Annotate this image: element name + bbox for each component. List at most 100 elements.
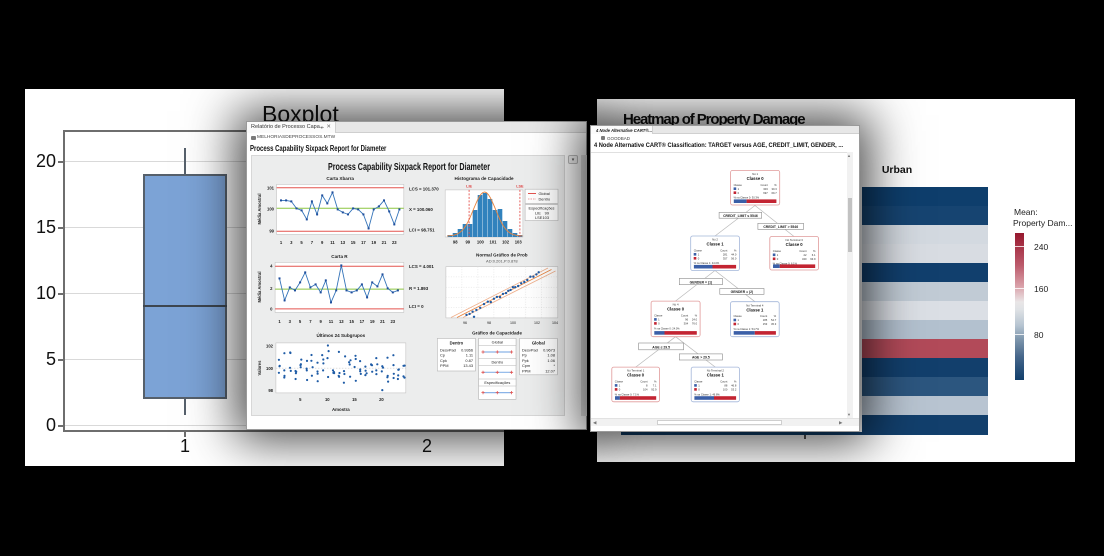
svg-text:3: 3 [290,240,293,245]
svg-text:17: 17 [360,319,365,324]
svg-text:Global: Global [532,340,545,345]
svg-text:357: 357 [723,256,728,260]
svg-text:102: 102 [266,344,274,349]
svg-text:24.0: 24.0 [692,318,698,322]
svg-text:LCS = 4.001: LCS = 4.001 [409,264,434,269]
svg-text:Especificações: Especificações [529,206,555,211]
svg-text:Nó Terminal 4: Nó Terminal 4 [746,303,764,307]
svg-text:AGE > 29.5: AGE > 29.5 [692,356,710,360]
svg-text:Count: Count [799,249,806,253]
svg-text:AGE ≤ 29.5: AGE ≤ 29.5 [652,345,670,349]
svg-text:697: 697 [763,191,768,195]
svg-text:10: 10 [325,397,330,402]
svg-text:1: 1 [658,318,660,322]
svg-text:98: 98 [487,321,491,325]
svg-text:%: % [654,380,657,384]
svg-text:0: 0 [270,307,273,312]
svg-text:1.08: 1.08 [547,353,555,358]
svg-text:54.7: 54.7 [771,318,777,322]
svg-text:6.1: 6.1 [812,253,816,257]
svg-text:Ppk: Ppk [522,358,529,363]
svg-text:1: 1 [619,384,621,388]
svg-text:153: 153 [763,322,768,326]
svg-text:99: 99 [465,240,470,245]
svg-text:2: 2 [270,286,273,291]
svg-text:Dentro: Dentro [450,340,464,345]
svg-text:Nó Terminal 1: Nó Terminal 1 [627,369,645,373]
svg-text:%: % [774,314,777,318]
svg-text:Nó 2: Nó 2 [712,238,718,242]
svg-text:LIE: LIE [535,211,541,216]
svg-text:19: 19 [371,240,376,245]
svg-text:104: 104 [643,388,648,392]
svg-text:Classe: Classe [694,380,703,384]
svg-text:Count: Count [681,314,688,318]
svg-text:DesvPad: DesvPad [522,348,538,353]
svg-text:Global: Global [492,339,503,344]
svg-text:Dentro: Dentro [539,197,551,202]
svg-text:96: 96 [463,321,467,325]
svg-text:LSE: LSE [535,215,543,220]
svg-text:22: 22 [804,253,807,257]
svg-text:98: 98 [268,388,273,393]
svg-text:Nó 1: Nó 1 [752,172,758,176]
svg-text:Últimos 24 Subgrupos: Últimos 24 Subgrupos [316,332,365,338]
svg-text:GENDER = (2): GENDER = (2) [731,290,754,294]
svg-text:Classe: Classe [734,314,743,318]
svg-text:303: 303 [763,187,768,191]
svg-text:101: 101 [267,186,275,191]
svg-text:76.0: 76.0 [692,322,698,326]
svg-text:*: * [553,363,555,368]
svg-text:46.8: 46.8 [731,384,737,388]
svg-text:1.11: 1.11 [466,353,473,358]
svg-text:Classe: Classe [615,380,624,384]
svg-text:% na Classe 1: 46.8%: % na Classe 1: 46.8% [694,392,720,396]
svg-text:%: % [734,380,737,384]
svg-text:281: 281 [723,252,728,256]
svg-text:17: 17 [361,240,366,245]
svg-text:100: 100 [510,321,516,325]
svg-text:%: % [774,183,777,187]
svg-text:1: 1 [738,187,740,191]
svg-text:13: 13 [339,319,344,324]
svg-text:%: % [734,249,737,253]
svg-text:% na Classe 0: 7.1%: % na Classe 0: 7.1% [615,392,640,396]
svg-text:Normal Gráfico de Prob: Normal Gráfico de Prob [476,253,528,258]
svg-text:Média Amostral: Média Amostral [257,193,262,224]
svg-text:30.3: 30.3 [771,187,777,191]
svg-text:DesvPad: DesvPad [440,348,456,353]
svg-text:13.43: 13.43 [463,363,473,368]
svg-text:9: 9 [320,319,323,324]
svg-text:Classe: Classe [694,249,703,253]
svg-text:12.07: 12.07 [545,368,555,373]
svg-text:Carta R: Carta R [331,254,348,259]
svg-text:7: 7 [309,319,312,324]
svg-text:Cp: Cp [440,353,445,358]
svg-text:Classe: Classe [773,249,782,253]
svg-text:0.9673: 0.9673 [543,348,555,353]
svg-text:LSE: LSE [516,185,524,189]
svg-text:93.9: 93.9 [810,257,816,261]
svg-text:Dentro: Dentro [491,360,503,365]
svg-text:LCI = 98.751: LCI = 98.751 [409,228,435,233]
svg-text:% na Classe 0: 30.3%: % na Classe 0: 30.3% [734,196,760,200]
svg-text:11: 11 [329,319,334,324]
svg-text:CREDIT_LIMIT ≤ 5546: CREDIT_LIMIT ≤ 5546 [723,214,758,218]
svg-text:99: 99 [545,211,549,216]
svg-text:7: 7 [311,240,314,245]
svg-text:21: 21 [382,240,387,245]
svg-text:%: % [695,314,698,318]
svg-text:Amostra: Amostra [332,407,350,412]
svg-text:0: 0 [738,322,740,326]
svg-text:Process Capability Sixpack Rep: Process Capability Sixpack Report for Di… [328,162,490,173]
svg-text:45.3: 45.3 [771,322,777,326]
svg-text:R = 1.893: R = 1.893 [409,286,429,291]
svg-text:102: 102 [534,321,540,325]
svg-text:0: 0 [698,388,700,392]
svg-text:23: 23 [392,240,397,245]
svg-text:5: 5 [299,397,302,402]
svg-text:8: 8 [646,384,648,388]
svg-text:Nó 4: Nó 4 [673,303,679,307]
svg-text:Especificações: Especificações [484,380,510,385]
svg-text:1: 1 [698,252,700,256]
